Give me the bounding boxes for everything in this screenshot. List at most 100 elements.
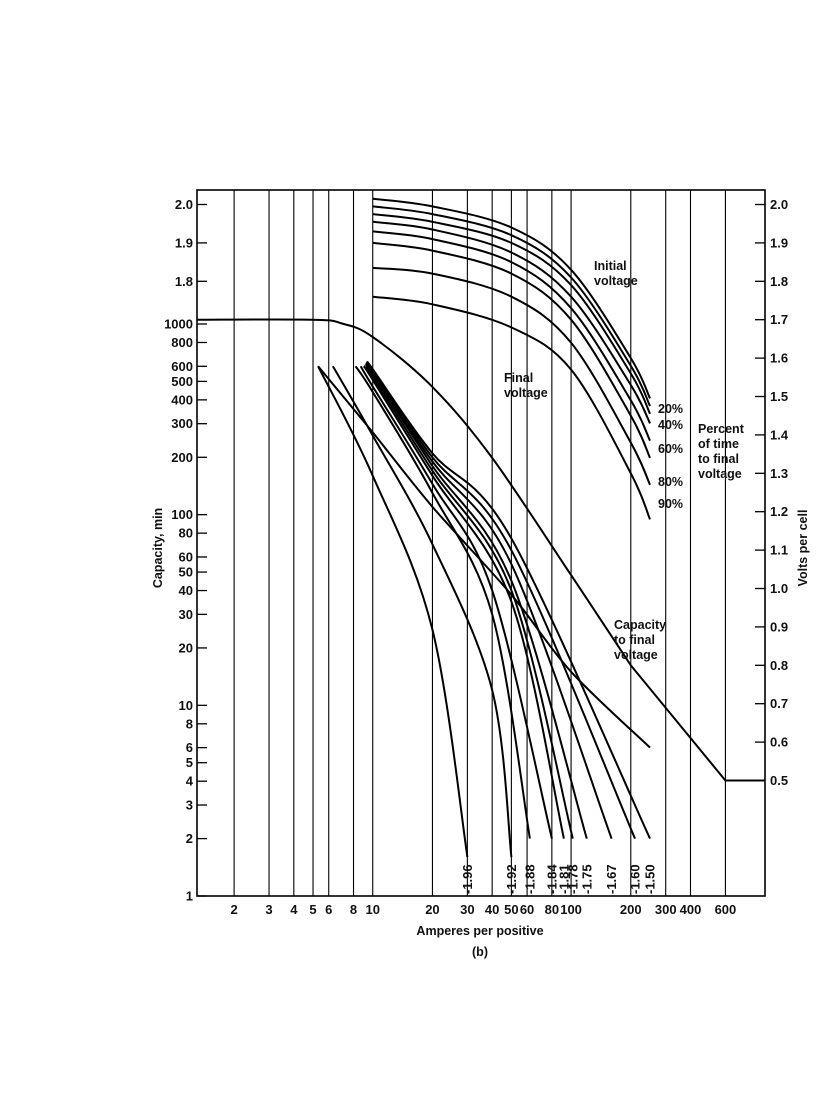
x-axis-title: Amperes per positive (416, 924, 543, 938)
y-left-tick-label: 100 (171, 507, 193, 522)
x-tick-label: 3 (265, 902, 272, 917)
capacity-to-final-annotation: voltage (614, 648, 658, 662)
y-right-tick-label: 2.0 (770, 197, 788, 212)
x-tick-label: 200 (620, 902, 642, 917)
x-tick-label: 600 (715, 902, 737, 917)
chart-subtitle: (b) (472, 945, 488, 959)
x-tick-label: 30 (460, 902, 474, 917)
y-left-tick-label: 30 (179, 607, 193, 622)
x-tick-label: 50 (504, 902, 518, 917)
voltage-curve (372, 266, 651, 486)
percent-of-time-annotation: of time (698, 437, 739, 451)
final-voltage-label: -1.75 (579, 864, 594, 894)
y-left-tick-label: 4 (186, 774, 194, 789)
percent-label: 40% (658, 418, 683, 432)
plot-frame (196, 189, 766, 897)
y-right-tick-label: 0.9 (770, 619, 788, 634)
voltage-curve (372, 230, 651, 442)
capacity-curve (359, 365, 553, 839)
voltage-curve (372, 220, 651, 424)
y-left-tick-label: 200 (171, 450, 193, 465)
y-left-tick-label: 3 (186, 798, 193, 813)
voltage-curve (372, 295, 651, 520)
y-left-tick-label: 8 (186, 716, 193, 731)
y-left-tick-label: 500 (171, 374, 193, 389)
y-left-volt-label: 2.0 (175, 197, 193, 212)
y-right-tick-label: 1.9 (770, 235, 788, 250)
percent-label: 80% (658, 475, 683, 489)
capacity-to-final-annotation: Capacity (614, 618, 666, 632)
capacity-curve (354, 365, 531, 839)
x-tick-label: 100 (560, 902, 582, 917)
y-right-tick-label: 1.1 (770, 543, 788, 558)
y-left-tick-label: 40 (179, 583, 193, 598)
final-voltage-label: -1.50 (643, 864, 658, 894)
x-tick-label: 60 (520, 902, 534, 917)
y-right-tick-label: 1.7 (770, 312, 788, 327)
voltage-curve (372, 197, 651, 399)
final-voltage-annotation: voltage (504, 386, 548, 400)
final-voltage-label: -1.67 (604, 864, 619, 894)
percent-of-time-annotation: to final (698, 452, 739, 466)
y-left-tick-label: 5 (186, 755, 193, 770)
y-right-tick-label: 1.0 (770, 581, 788, 596)
percent-of-time-annotation: Percent (698, 422, 745, 436)
tick-layer: 2 3 4 5 6 8 10 20 30 40 50 60 80 100 200 300 400 60012345… (164, 197, 789, 917)
x-tick-label: 80 (545, 902, 559, 917)
y-right-tick-label: 0.7 (770, 696, 788, 711)
y-left-tick-label: 600 (171, 359, 193, 374)
y-right-tick-label: 1.6 (770, 351, 788, 366)
percent-label: 20% (658, 402, 683, 416)
percent-label: 90% (658, 497, 683, 511)
voltage-curve (372, 241, 651, 459)
final-voltage-label: -1.88 (522, 864, 537, 894)
y-left-tick-label: 50 (179, 565, 193, 580)
x-tick-label: 8 (350, 902, 357, 917)
grid-layer (233, 190, 726, 896)
x-tick-label: 40 (485, 902, 499, 917)
x-tick-label: 6 (325, 902, 332, 917)
x-tick-label: 400 (680, 902, 702, 917)
y-left-tick-label: 6 (186, 740, 193, 755)
y-right-tick-label: 0.5 (770, 773, 788, 788)
final-voltage-label: -1.96 (460, 864, 475, 894)
y-left-tick-label: 1 (186, 889, 193, 904)
voltage-curve (372, 205, 651, 407)
y-right-tick-label: 1.4 (770, 427, 789, 442)
final-voltage-curve (196, 318, 765, 782)
y-left-tick-label: 400 (171, 392, 193, 407)
y-left-tick-label: 60 (179, 549, 193, 564)
capacity-curve (317, 365, 469, 858)
percent-of-time-annotation: voltage (698, 467, 742, 481)
final-voltage-label: -1.60 (628, 864, 643, 894)
voltage-curve (372, 213, 651, 415)
y-left-axis-title: Capacity, min (151, 508, 165, 588)
final-voltage-label: -1.81 (556, 864, 571, 894)
x-tick-label: 20 (425, 902, 439, 917)
series-layer (196, 197, 765, 858)
y-left-volt-label: 1.8 (175, 274, 193, 289)
x-tick-label: 300 (655, 902, 677, 917)
y-left-tick-label: 2 (186, 831, 193, 846)
y-right-axis-title: Volts per cell (796, 510, 810, 587)
y-left-tick-label: 80 (179, 526, 193, 541)
x-tick-label: 2 (230, 902, 237, 917)
x-tick-label: 4 (290, 902, 298, 917)
y-left-tick-label: 1000 (164, 317, 193, 332)
capacity-curve (362, 365, 565, 839)
capacity-curve (364, 364, 574, 839)
final-voltage-label: -1.78 (565, 864, 580, 894)
y-left-volt-label: 1.9 (175, 235, 193, 250)
y-right-tick-label: 0.8 (770, 658, 788, 673)
capacity-to-final-annotation: to final (614, 633, 655, 647)
y-left-tick-label: 20 (179, 640, 193, 655)
initial-voltage-annotation: voltage (594, 274, 638, 288)
final-voltage-label: -1.92 (504, 864, 519, 894)
capacity-curve (366, 360, 651, 840)
y-left-tick-label: 300 (171, 416, 193, 431)
final-voltage-label: -1.84 (544, 864, 559, 894)
y-right-tick-label: 0.6 (770, 735, 788, 750)
percent-label: 60% (658, 442, 683, 456)
y-left-tick-label: 10 (179, 698, 193, 713)
